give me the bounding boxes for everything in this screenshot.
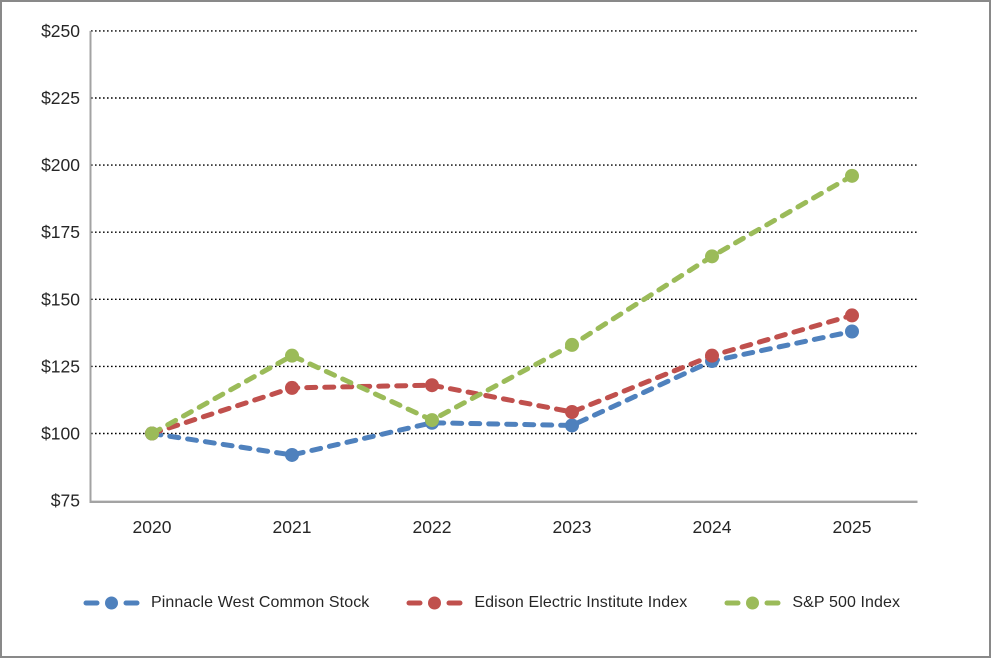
y-axis-label: $100	[41, 424, 80, 444]
x-axis-label: 2022	[413, 517, 452, 537]
x-axis-label: 2021	[273, 517, 312, 537]
legend-item-sp500: S&P 500 Index	[723, 594, 900, 612]
data-point-marker-0	[285, 447, 299, 462]
data-point-marker-1	[285, 380, 299, 395]
legend-line-marker-icon	[406, 596, 463, 610]
data-point-marker-0	[565, 418, 579, 433]
legend-line-marker-icon	[724, 596, 781, 610]
y-axis-label: $75	[51, 491, 80, 511]
legend-label: Edison Electric Institute Index	[474, 594, 688, 611]
legend-label: S&P 500 Index	[792, 594, 901, 611]
x-axis-label: 2023	[553, 517, 592, 537]
legend-label: Pinnacle West Common Stock	[151, 594, 370, 611]
data-point-marker-1	[845, 308, 859, 323]
x-axis-label: 2024	[693, 517, 732, 537]
performance-line-chart-plot-area: $75 $100 $125 $150 $175 $200 $225 $250 2020 2021 2…	[41, 21, 918, 537]
series-line-2	[149, 173, 855, 436]
legend-item-edison-electric: Edison Electric Institute Index	[405, 594, 687, 612]
series-line-0	[149, 329, 855, 458]
y-axis-label: $250	[41, 21, 80, 41]
data-point-marker-2	[845, 168, 859, 183]
y-axis-label: $225	[41, 88, 80, 108]
data-point-marker-2	[425, 413, 439, 428]
y-axis-label: $125	[41, 356, 80, 376]
legend-item-pinnacle-west: Pinnacle West Common Stock	[82, 594, 369, 612]
data-point-marker-1	[425, 378, 439, 393]
series-line-1	[149, 312, 855, 436]
data-point-marker-2	[285, 348, 299, 363]
data-point-marker-1	[565, 405, 579, 420]
chart-legend: Pinnacle West Common Stock Edison Electr…	[82, 594, 900, 612]
data-point-marker-2	[145, 426, 159, 441]
x-axis-label: 2020	[133, 517, 172, 537]
data-point-marker-2	[565, 337, 579, 352]
data-point-marker-0	[845, 324, 859, 339]
y-axis-label: $175	[41, 222, 80, 242]
data-point-marker-1	[705, 348, 719, 363]
legend-line-marker-icon	[83, 596, 140, 610]
data-point-marker-2	[705, 249, 719, 264]
y-axis-label: $200	[41, 155, 80, 175]
y-axis-label: $150	[41, 289, 80, 309]
x-axis-label: 2025	[833, 517, 872, 537]
